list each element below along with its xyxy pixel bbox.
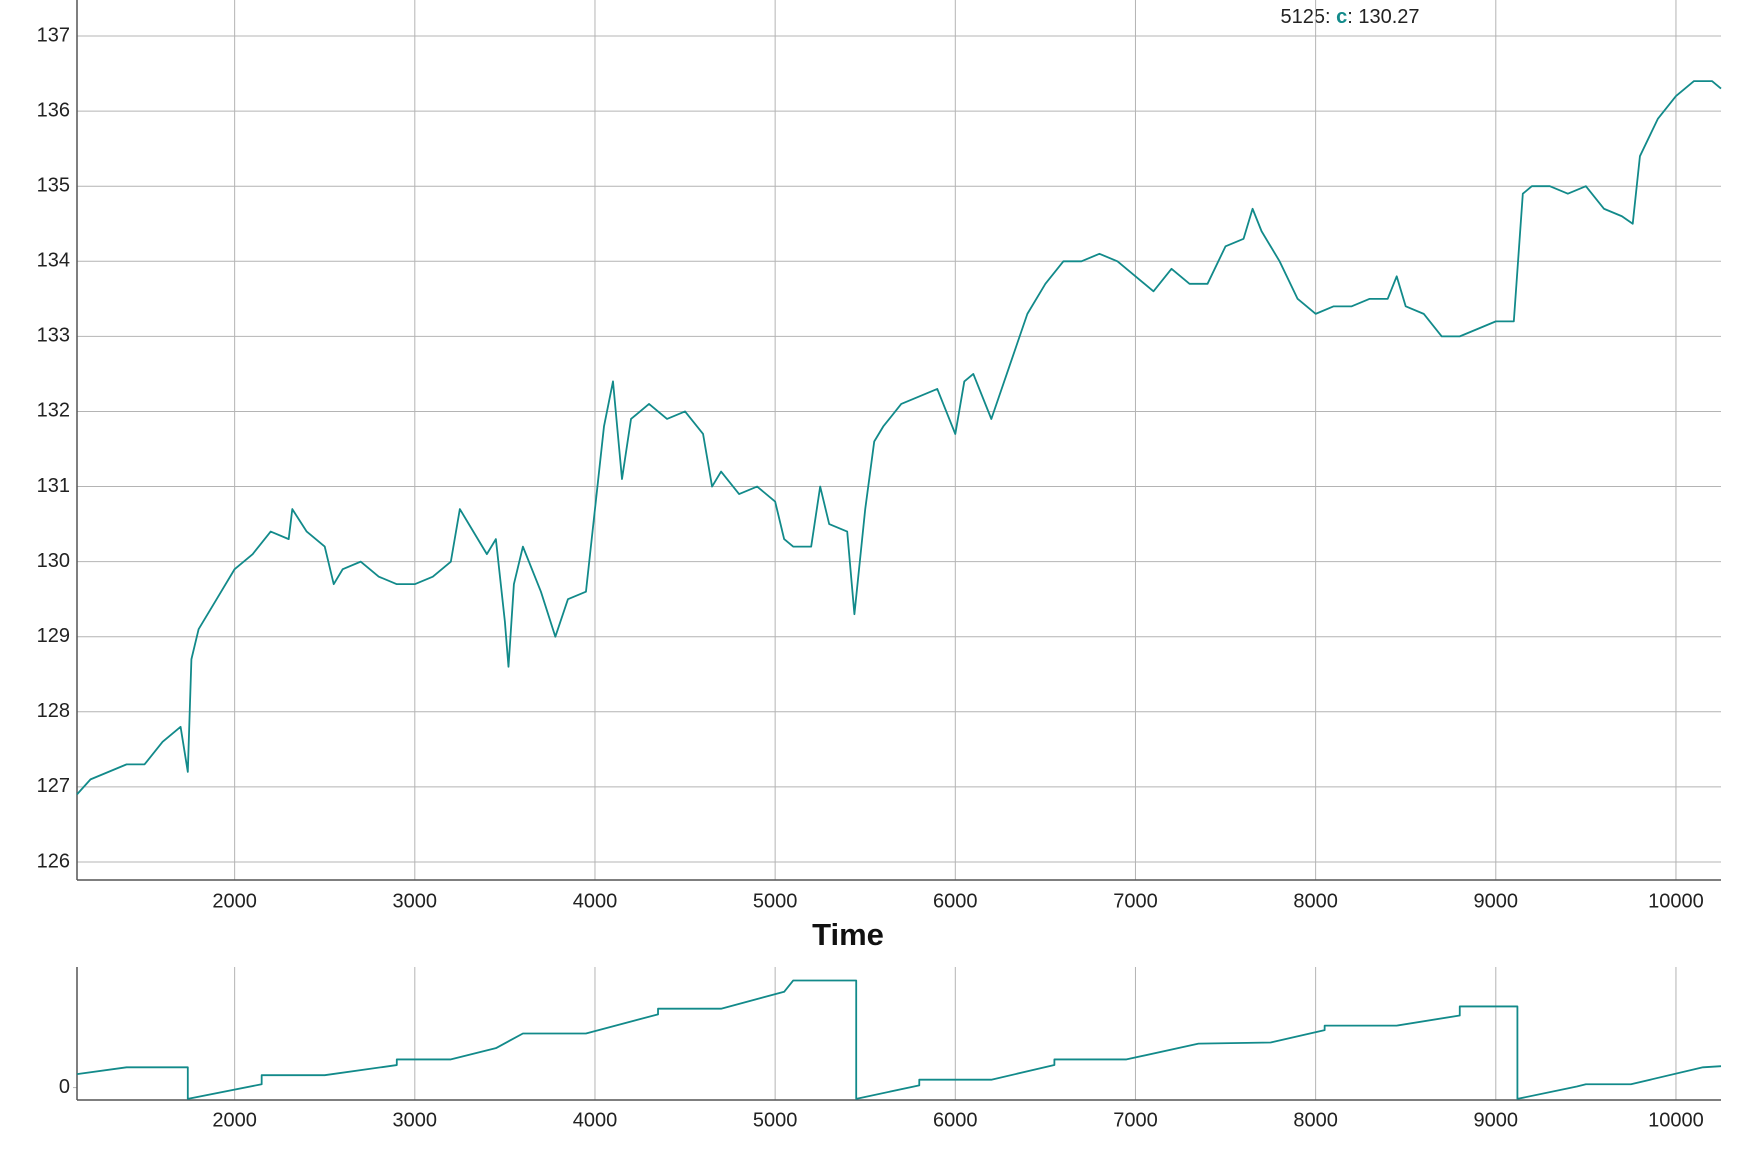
y-tick-label: 130: [37, 550, 70, 572]
x-tick-label: 4000: [573, 1109, 618, 1131]
x-tick-label: 8000: [1293, 890, 1338, 912]
x-tick-label: 6000: [933, 1109, 978, 1131]
y-tick-label: 127: [37, 775, 70, 797]
x-tick-label: 7000: [1113, 1109, 1158, 1131]
y-tick-label: 135: [37, 174, 70, 196]
x-axis-title: Time: [812, 917, 884, 952]
y-tick-label: 134: [37, 250, 70, 272]
y-tick-label: 133: [37, 325, 70, 347]
y-tick-label: 131: [37, 475, 70, 497]
data-line: [76, 80, 1722, 796]
y-tick-label: 128: [37, 700, 70, 722]
hover-readout: 5125: c: 130.27: [1280, 6, 1419, 28]
x-tick-label: 8000: [1293, 1109, 1338, 1131]
x-tick-label: 9000: [1474, 890, 1519, 912]
y-tick-label: 129: [37, 625, 70, 647]
x-tick-label: 3000: [393, 1109, 438, 1131]
readout-value: : 130.27: [1347, 6, 1419, 28]
y-tick-label: 137: [37, 24, 70, 46]
readout-series: c: [1336, 6, 1347, 28]
x-tick-label: 3000: [393, 890, 438, 912]
x-tick-label: 4000: [573, 890, 618, 912]
x-tick-label: 10000: [1648, 1109, 1704, 1131]
x-tick-label: 5000: [753, 1109, 798, 1131]
x-tick-label: 2000: [212, 1109, 257, 1131]
x-tick-label: 10000: [1648, 890, 1704, 912]
x-tick-label: 7000: [1113, 890, 1158, 912]
y-tick-label: 136: [37, 99, 70, 121]
y-tick-label: 132: [37, 400, 70, 422]
x-tick-label: 6000: [933, 890, 978, 912]
y-tick-label: 0: [59, 1076, 70, 1098]
x-tick-label: 9000: [1474, 1109, 1519, 1131]
x-tick-label: 5000: [753, 890, 798, 912]
readout-x: 5125:: [1280, 6, 1336, 28]
data-line: [76, 979, 1722, 1100]
x-tick-label: 2000: [212, 890, 257, 912]
y-tick-label: 126: [37, 850, 70, 872]
